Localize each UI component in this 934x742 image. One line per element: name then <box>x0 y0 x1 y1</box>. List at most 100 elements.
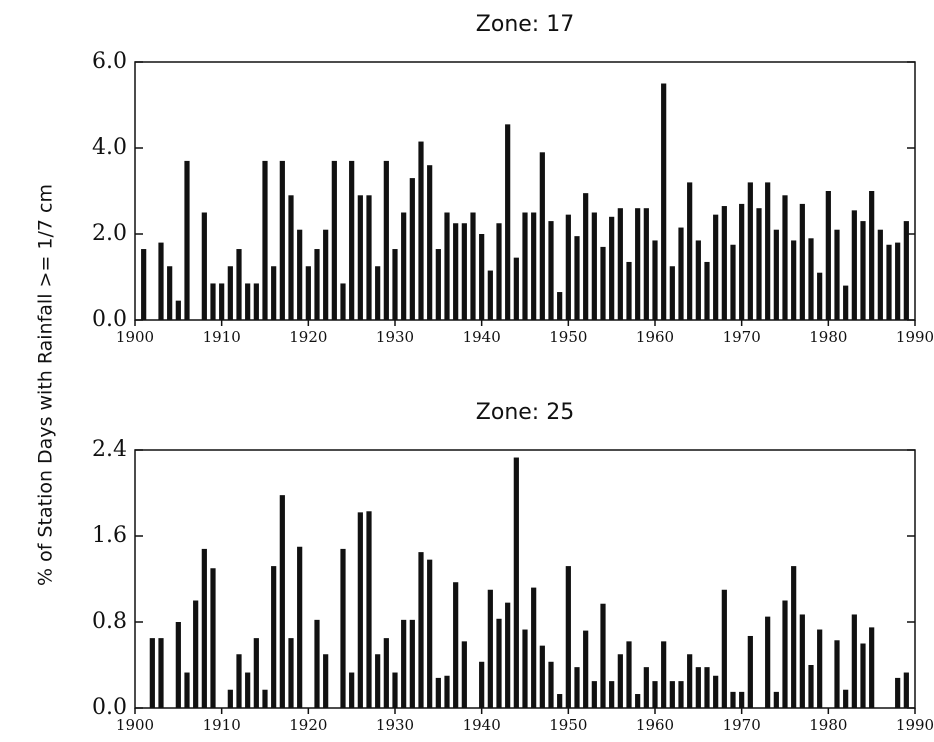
bar <box>799 614 805 708</box>
bar <box>825 191 831 320</box>
bar <box>730 244 736 320</box>
bar <box>617 654 623 708</box>
bar <box>591 681 597 708</box>
bar <box>236 249 242 320</box>
bar <box>383 160 389 320</box>
bar <box>791 566 797 708</box>
bar <box>513 457 519 708</box>
bar <box>331 160 337 320</box>
bar <box>782 195 788 320</box>
bar <box>583 193 589 320</box>
y-tick-label: 0.0 <box>92 307 127 332</box>
bar <box>713 214 719 320</box>
bar <box>383 638 389 708</box>
bar <box>843 689 849 708</box>
bar <box>340 283 346 320</box>
bar <box>739 203 745 320</box>
bar <box>271 566 277 708</box>
bar <box>219 283 225 320</box>
bar <box>626 261 632 320</box>
bar <box>652 240 658 320</box>
bar <box>349 672 355 708</box>
bar <box>661 641 667 708</box>
x-tick-label: 1960 <box>636 328 674 346</box>
bar <box>643 667 649 708</box>
bar <box>201 212 207 320</box>
bar <box>409 178 415 320</box>
bar <box>773 691 779 708</box>
bar <box>184 160 190 320</box>
bar <box>739 691 745 708</box>
bar <box>167 266 173 320</box>
bar <box>808 665 814 708</box>
bar <box>279 160 285 320</box>
bar <box>704 667 710 708</box>
bar <box>444 212 450 320</box>
y-tick-label: 2.0 <box>92 221 127 246</box>
chart-title: Zone: 25 <box>476 400 574 425</box>
bar <box>470 212 476 320</box>
bar <box>158 242 164 320</box>
bar <box>765 182 771 320</box>
bar <box>366 511 372 708</box>
bar <box>461 223 467 320</box>
bar <box>609 216 615 320</box>
bar <box>245 283 251 320</box>
bar <box>609 681 615 708</box>
bar <box>548 661 554 708</box>
bar <box>227 266 233 320</box>
bar <box>591 212 597 320</box>
bar <box>461 641 467 708</box>
bar <box>661 83 667 320</box>
bar <box>392 249 398 320</box>
bar <box>713 675 719 708</box>
y-tick-label: 2.4 <box>92 437 127 462</box>
bar <box>600 603 606 708</box>
bar <box>756 208 762 320</box>
bar <box>418 141 424 320</box>
bar <box>773 229 779 320</box>
y-axis-label: % of Station Days with Rainfall >= 1/7 c… <box>35 184 57 586</box>
bar <box>496 618 502 708</box>
bar <box>843 285 849 320</box>
bar <box>600 246 606 320</box>
bar <box>435 249 441 320</box>
bar <box>453 582 459 708</box>
bar <box>695 240 701 320</box>
bar <box>903 672 909 708</box>
x-tick-label: 1970 <box>723 328 761 346</box>
bar <box>869 191 875 320</box>
x-tick-label: 1990 <box>896 716 934 734</box>
bar <box>479 234 485 320</box>
bar <box>323 229 329 320</box>
bar <box>617 208 623 320</box>
x-tick-label: 1950 <box>549 716 587 734</box>
x-tick-label: 1980 <box>809 328 847 346</box>
bar <box>513 257 519 320</box>
x-tick-label: 1900 <box>116 716 154 734</box>
bar <box>574 667 580 708</box>
x-tick-label: 1960 <box>636 716 674 734</box>
bar <box>487 589 493 708</box>
bar <box>357 195 363 320</box>
bar <box>557 292 563 320</box>
bar <box>392 672 398 708</box>
bar <box>505 124 511 320</box>
bar <box>765 616 771 708</box>
x-tick-label: 1920 <box>289 716 327 734</box>
bar <box>349 160 355 320</box>
x-tick-label: 1980 <box>809 716 847 734</box>
bar <box>565 566 571 708</box>
y-tick-label: 0.8 <box>92 609 127 634</box>
bar <box>895 677 901 708</box>
bar <box>314 249 320 320</box>
bar <box>539 152 545 320</box>
bar <box>262 689 268 708</box>
bar <box>496 223 502 320</box>
bar <box>271 266 277 320</box>
x-tick-label: 1920 <box>289 328 327 346</box>
bar <box>531 212 537 320</box>
bar <box>539 645 545 708</box>
bar <box>245 672 251 708</box>
bar <box>175 300 181 320</box>
